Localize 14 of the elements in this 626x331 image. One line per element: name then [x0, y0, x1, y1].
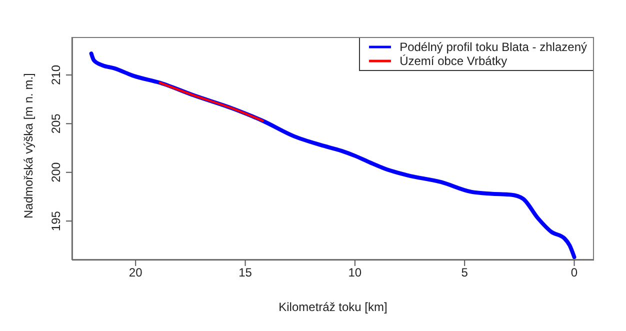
legend-label: Území obce Vrbátky [400, 54, 508, 68]
y-tick-label: 210 [49, 64, 63, 85]
line-series [158, 82, 264, 122]
legend-label: Podélný profil toku Blata - zhlazený [400, 40, 587, 54]
x-tick-label: 5 [461, 266, 468, 280]
x-tick-label: 10 [348, 266, 362, 280]
x-tick-label: 20 [128, 266, 143, 280]
y-tick-label: 200 [49, 162, 63, 182]
y-tick-label: 195 [49, 210, 63, 232]
x-axis-title: Kilometráž toku [km] [278, 300, 388, 314]
y-axis-title: Nadmořská výška [m n. m.] [21, 73, 36, 218]
x-tick-label: 15 [238, 266, 252, 280]
y-tick-label: 205 [49, 113, 63, 134]
x-tick-label: 0 [570, 266, 578, 280]
